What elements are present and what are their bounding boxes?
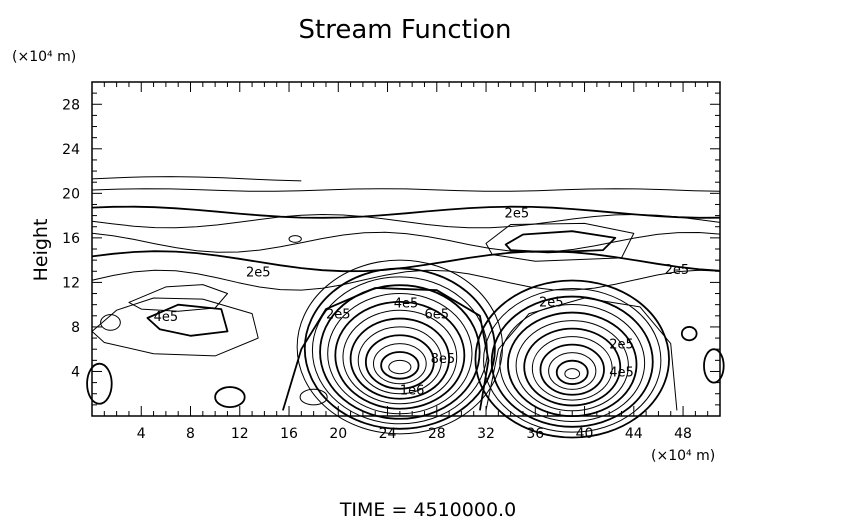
contour-line xyxy=(548,352,597,390)
contour-line xyxy=(483,288,662,433)
contour-line xyxy=(523,327,622,407)
contour-line xyxy=(282,287,490,411)
y-tick-label: 16 xyxy=(62,231,80,247)
contour-line xyxy=(490,295,654,428)
contour-line xyxy=(342,309,458,405)
axis-ticks xyxy=(92,82,720,416)
contour-line xyxy=(288,235,302,243)
contour-line xyxy=(364,334,435,390)
x-tick-label: 40 xyxy=(576,426,594,442)
contour-line xyxy=(485,222,635,262)
contour-line xyxy=(504,230,617,254)
contour-label: 2e5 xyxy=(609,338,634,353)
contour-line xyxy=(91,188,721,192)
contour-line xyxy=(380,351,420,380)
contour-line xyxy=(531,336,613,401)
contour-label: 4e5 xyxy=(154,310,179,325)
x-tick-label: 20 xyxy=(329,426,347,442)
contour-line xyxy=(91,214,721,229)
chart-title: Stream Function xyxy=(299,15,512,45)
contour-line xyxy=(91,297,259,357)
x-tick-label: 48 xyxy=(674,426,692,442)
x-tick-label: 16 xyxy=(280,426,298,442)
contour-lines xyxy=(86,176,725,439)
contour-line xyxy=(388,359,412,375)
contour-label: 2e5 xyxy=(505,206,530,221)
y-unit-label: (×10⁴ m) xyxy=(12,49,76,65)
contour-line xyxy=(214,386,246,408)
contour-line xyxy=(91,231,721,253)
contour-line xyxy=(86,362,113,405)
x-tick-label: 36 xyxy=(526,426,544,442)
contour-line xyxy=(680,326,698,342)
y-tick-label: 12 xyxy=(62,275,80,291)
y-tick-label: 4 xyxy=(71,364,80,380)
contour-line xyxy=(357,326,442,395)
contour-line xyxy=(319,284,481,420)
contour-line xyxy=(146,303,229,337)
contour-label: 2e5 xyxy=(246,265,271,280)
contour-line xyxy=(485,297,678,411)
contour-line xyxy=(299,388,328,406)
contour-line xyxy=(474,279,670,439)
y-tick-label: 28 xyxy=(62,97,80,113)
contour-label: 2e5 xyxy=(665,263,690,278)
contour-label: 2e5 xyxy=(539,295,564,310)
x-tick-label: 12 xyxy=(231,426,249,442)
x-tick-label: 44 xyxy=(625,426,643,442)
contour-line xyxy=(91,205,721,219)
y-axis-label: Height xyxy=(30,219,52,282)
x-tick-label: 32 xyxy=(477,426,495,442)
contour-label: 8e5 xyxy=(431,352,456,367)
contour-line xyxy=(555,359,589,385)
y-tick-labels: 4 8 12 16 20 24 28 xyxy=(62,97,80,380)
x-tick-labels: 4 8 12 16 20 24 28 32 36 40 44 48 xyxy=(137,426,692,442)
contour-line xyxy=(91,269,721,291)
x-tick-label: 4 xyxy=(137,426,146,442)
contour-label: 4e5 xyxy=(609,365,634,380)
y-tick-label: 24 xyxy=(62,142,80,158)
contour-line xyxy=(303,267,496,430)
time-footer: TIME = 4510000.0 xyxy=(339,499,516,519)
contour-labels: 2e5 2e5 2e5 4e5 2e5 4e5 6e5 8e5 1e6 2e5 2e5 4e5 xyxy=(154,206,690,398)
contour-line xyxy=(499,304,646,422)
contour-line xyxy=(372,343,427,385)
contour-line xyxy=(91,250,721,273)
x-tick-label: 24 xyxy=(379,426,397,442)
contour-label: 4e5 xyxy=(394,296,419,311)
contour-line xyxy=(703,348,725,384)
contour-line xyxy=(539,343,605,396)
contour-line xyxy=(128,284,228,312)
contour-line xyxy=(349,317,450,400)
contour-label: 6e5 xyxy=(425,308,450,323)
y-tick-label: 20 xyxy=(62,186,80,202)
x-tick-label: 28 xyxy=(428,426,446,442)
x-unit-label: (×10⁴ m) xyxy=(651,448,715,464)
contour-line xyxy=(100,314,121,331)
contour-line xyxy=(564,368,581,380)
contour-line xyxy=(334,300,466,410)
x-tick-label: 8 xyxy=(186,426,195,442)
contour-line xyxy=(91,176,302,182)
contour-line xyxy=(515,320,629,412)
y-tick-label: 8 xyxy=(71,320,80,336)
contour-label: 2e5 xyxy=(326,308,351,323)
contour-label: 1e6 xyxy=(400,383,425,398)
